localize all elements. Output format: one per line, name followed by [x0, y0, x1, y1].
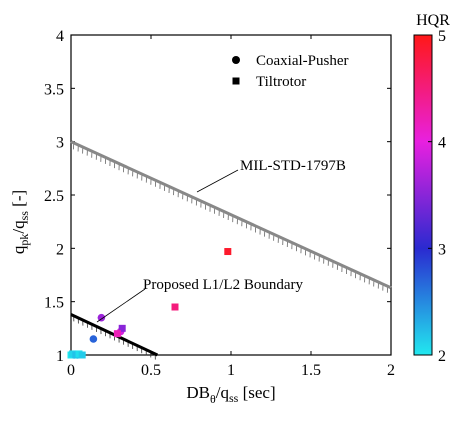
y-tick-label: 1 [56, 348, 64, 365]
x-tick-label: 1 [227, 362, 235, 379]
data-point-tiltrotor [78, 351, 86, 359]
mil-std-label: MIL-STD-1797B [240, 158, 346, 174]
colorbar: HQR 2 3 4 5 [413, 12, 450, 365]
legend-label-tiltrotor: Tiltrotor [256, 74, 306, 90]
y-label-sub2: ss [17, 211, 31, 221]
x-label-main: DB [186, 383, 210, 402]
legend-marker-square [232, 77, 240, 85]
y-tick-label: 2 [56, 241, 64, 258]
x-tick-label: 0.5 [141, 362, 161, 379]
plot-area [70, 34, 392, 356]
x-tick-label: 1.5 [301, 362, 321, 379]
y-tick-label: 3 [56, 135, 64, 152]
y-label-main: q [9, 245, 28, 254]
y-label-sub1: pk [17, 234, 31, 246]
data-point-tiltrotor [171, 303, 179, 311]
data-point-coaxial-pusher [97, 313, 106, 322]
x-label-sub2: ss [229, 391, 239, 405]
colorbar-tick-label: 5 [438, 28, 446, 45]
y-tick-label: 1.5 [44, 295, 64, 312]
data-point-tiltrotor [224, 248, 232, 256]
y-tick-label: 2.5 [44, 188, 64, 205]
x-tick-label: 0 [67, 362, 75, 379]
y-axis-ticks: 1 1.5 2 2.5 3 3.5 4 [44, 28, 391, 365]
y-axis-label-group: qpk/qss [-] [9, 190, 31, 254]
boundary-line [70, 140, 392, 290]
legend-label-coaxial-pusher: Coaxial-Pusher [256, 53, 348, 69]
x-label-mid: /q [216, 383, 230, 402]
y-label-tail: [-] [9, 190, 28, 211]
colorbar-bar [413, 34, 433, 356]
data-points [67, 248, 232, 359]
x-label-sub1: θ [210, 392, 216, 406]
data-point-tiltrotor [113, 330, 121, 338]
data-point-coaxial-pusher [89, 335, 98, 343]
x-tick-label: 2 [387, 362, 395, 379]
data-point-tiltrotor [118, 324, 126, 332]
y-label-mid: /q [9, 220, 28, 234]
colorbar-ticks: 2 3 4 5 [428, 28, 446, 365]
mil-std-leader-line [196, 169, 239, 193]
colorbar-tick-label: 3 [438, 241, 446, 258]
x-label-tail: [sec] [238, 383, 275, 402]
proposed-boundary-label: Proposed L1/L2 Boundary [143, 277, 303, 293]
legend: Coaxial-Pusher Tiltrotor [232, 53, 348, 90]
legend-marker-circle [232, 56, 240, 64]
y-tick-label: 3.5 [44, 81, 64, 98]
y-tick-label: 4 [56, 28, 64, 45]
y-axis-label: qpk/qss [-] [9, 190, 31, 254]
proposed-boundary-leader-line [96, 288, 146, 323]
colorbar-tick-label: 2 [438, 348, 446, 365]
colorbar-tick-label: 4 [438, 135, 446, 152]
x-axis-ticks: 0 0.5 1 1.5 2 [67, 35, 395, 379]
colorbar-title: HQR [416, 12, 450, 29]
x-axis-label: DBθ/qss [sec] [186, 383, 275, 406]
